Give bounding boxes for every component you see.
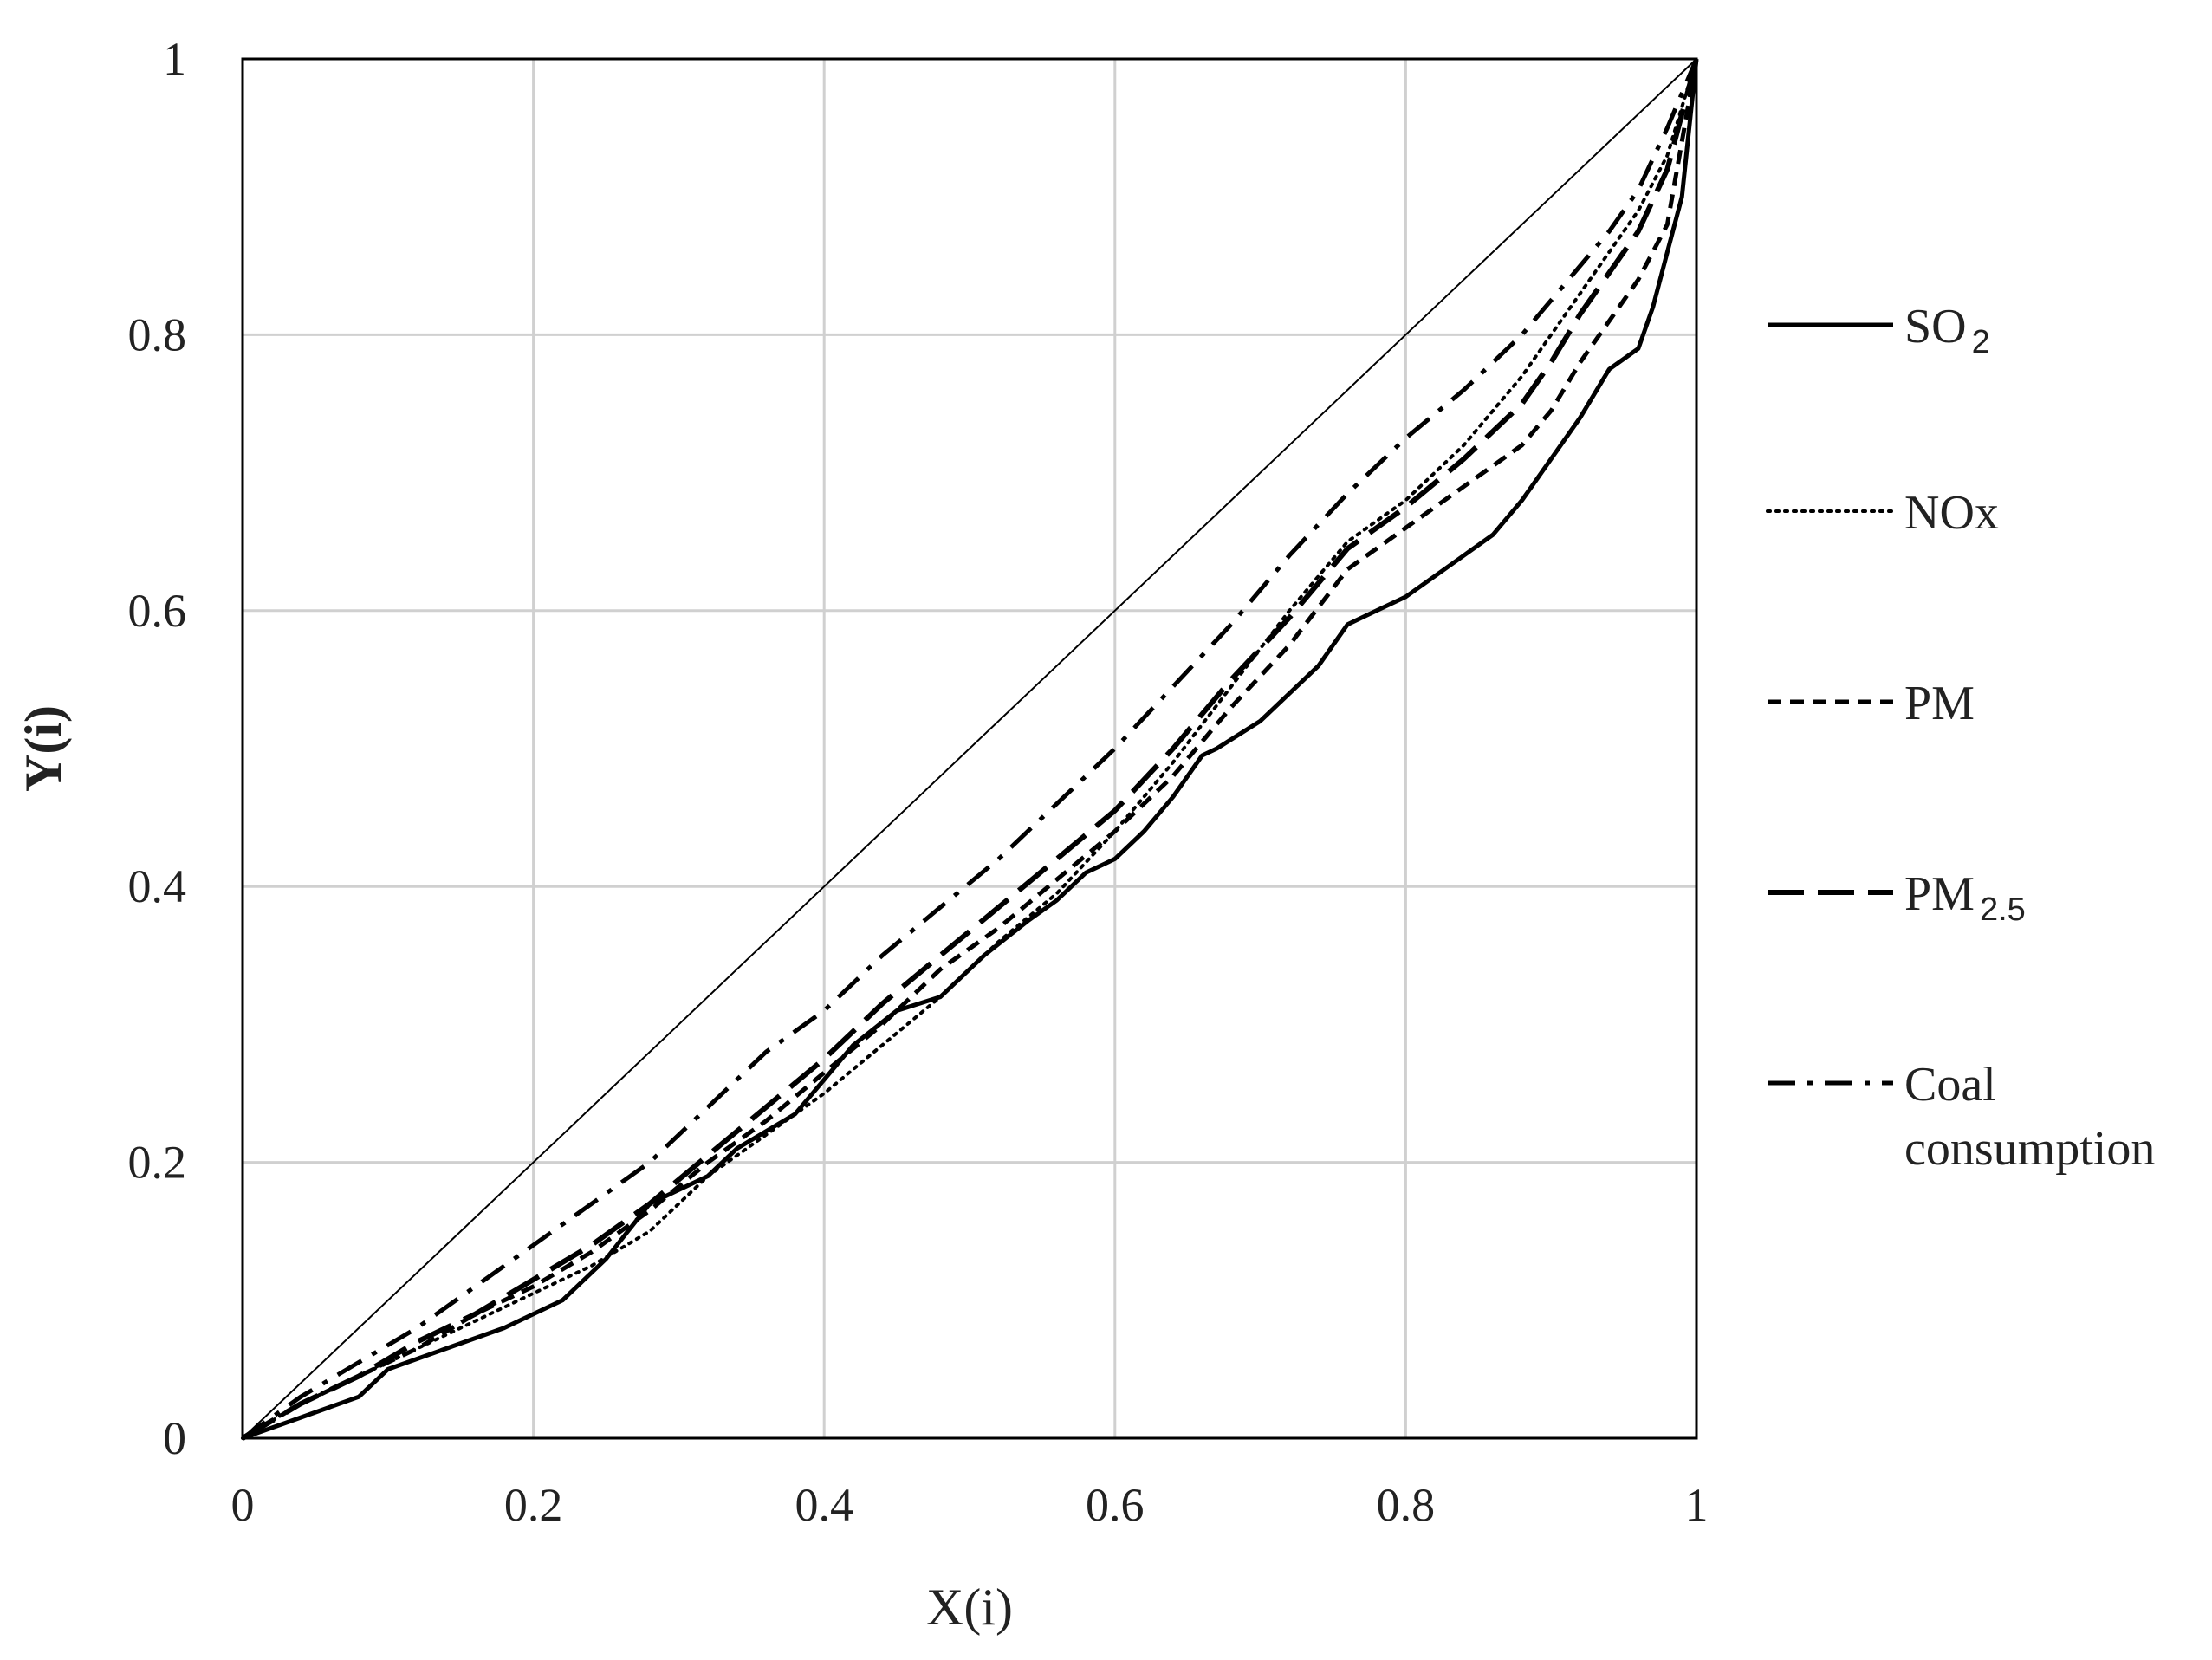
y-tick-label: 0.6 [128,585,187,637]
equality-line-group [242,58,1697,1439]
x-axis-ticks: 0 0.2 0.4 0.6 0.8 1 [231,1479,1709,1531]
x-tick-label: 0.8 [1377,1479,1436,1531]
x-tick-label: 1 [1685,1479,1709,1531]
series-line-3 [241,58,1699,1441]
y-axis-ticks: 0 0.2 0.4 0.6 0.8 1 [128,33,187,1464]
y-tick-label: 0.4 [128,860,187,912]
legend-label-4: Coal consumption [1904,1058,2155,1176]
legend-label-3: PM 2.5 [1904,867,2026,928]
y-tick-label: 1 [163,33,186,85]
x-tick-label: 0.6 [1086,1479,1145,1531]
y-axis-label: Y(i) [15,705,72,792]
x-tick-label: 0.4 [795,1479,853,1531]
series-layer [241,57,1699,1441]
x-axis-label: X(i) [926,1579,1013,1636]
x-tick-label: 0.2 [504,1479,563,1531]
y-tick-label: 0.2 [128,1137,187,1189]
y-tick-label: 0.8 [128,308,187,360]
y-tick-label: 0 [163,1412,186,1464]
plot-area-frame [241,57,1698,1440]
grid-lines [243,59,1696,1438]
equality-line [242,58,1697,1439]
series-line-1 [241,57,1698,1440]
series-line-2 [241,58,1699,1441]
series-line-4 [241,58,1699,1441]
series-line-0 [242,58,1699,1441]
legend-label-2: PM [1904,677,1975,730]
legend: SO 2 NOx PM PM 2.5 Coal consumption [1766,300,2155,1176]
x-tick-label: 0 [231,1479,255,1531]
legend-label-1: NOx [1904,486,1999,540]
legend-label-0: SO 2 [1904,300,1990,360]
